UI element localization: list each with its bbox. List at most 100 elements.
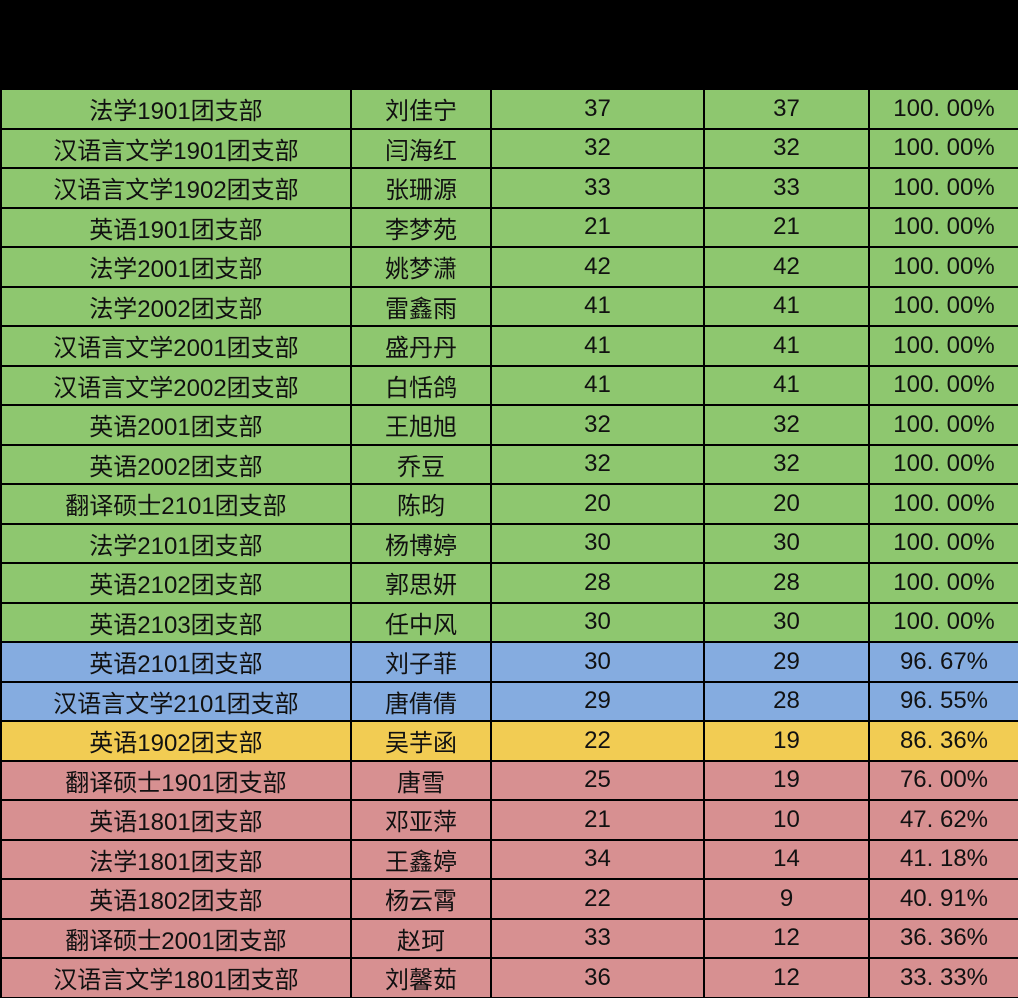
rate-cell[interactable]: 100. 00% [868,404,1018,446]
branch-cell[interactable]: 翻译硕士1901团支部 [0,759,352,801]
total-count-cell[interactable]: 22 [490,878,705,920]
total-count-cell[interactable]: 20 [490,483,705,525]
total-count-cell[interactable]: 33 [490,167,705,209]
completed-count-cell[interactable]: 41 [703,285,870,327]
completed-count-cell[interactable]: 21 [703,206,870,248]
total-count-cell[interactable]: 30 [490,601,705,643]
total-count-cell[interactable]: 21 [490,799,705,841]
branch-cell[interactable]: 英语2101团支部 [0,641,352,683]
branch-cell[interactable]: 英语2102团支部 [0,562,352,604]
name-cell[interactable]: 刘佳宁 [350,88,492,130]
total-count-cell[interactable]: 33 [490,917,705,959]
completed-count-cell[interactable]: 32 [703,127,870,169]
name-cell[interactable]: 雷鑫雨 [350,285,492,327]
total-count-cell[interactable]: 36 [490,957,705,998]
name-cell[interactable]: 李梦苑 [350,206,492,248]
name-cell[interactable]: 王鑫婷 [350,838,492,880]
rate-cell[interactable]: 100. 00% [868,167,1018,209]
name-cell[interactable]: 盛丹丹 [350,325,492,367]
completed-count-cell[interactable]: 41 [703,364,870,406]
name-cell[interactable]: 姚梦潇 [350,246,492,288]
branch-cell[interactable]: 英语1801团支部 [0,799,352,841]
name-cell[interactable]: 吴芋函 [350,720,492,762]
completed-count-cell[interactable]: 20 [703,483,870,525]
branch-cell[interactable]: 法学2001团支部 [0,246,352,288]
total-count-cell[interactable]: 28 [490,562,705,604]
branch-cell[interactable]: 法学1901团支部 [0,88,352,130]
rate-cell[interactable]: 100. 00% [868,285,1018,327]
rate-cell[interactable]: 41. 18% [868,838,1018,880]
completed-count-cell[interactable]: 30 [703,601,870,643]
rate-cell[interactable]: 100. 00% [868,522,1018,564]
rate-cell[interactable]: 33. 33% [868,957,1018,998]
name-cell[interactable]: 陈昀 [350,483,492,525]
total-count-cell[interactable]: 37 [490,88,705,130]
completed-count-cell[interactable]: 10 [703,799,870,841]
rate-cell[interactable]: 100. 00% [868,88,1018,130]
completed-count-cell[interactable]: 28 [703,680,870,722]
completed-count-cell[interactable]: 19 [703,759,870,801]
name-cell[interactable]: 杨云霄 [350,878,492,920]
name-cell[interactable]: 白恬鸽 [350,364,492,406]
completed-count-cell[interactable]: 42 [703,246,870,288]
name-cell[interactable]: 唐倩倩 [350,680,492,722]
branch-cell[interactable]: 汉语言文学1902团支部 [0,167,352,209]
total-count-cell[interactable]: 41 [490,285,705,327]
branch-cell[interactable]: 法学2101团支部 [0,522,352,564]
total-count-cell[interactable]: 25 [490,759,705,801]
total-count-cell[interactable]: 30 [490,641,705,683]
branch-cell[interactable]: 汉语言文学2001团支部 [0,325,352,367]
total-count-cell[interactable]: 32 [490,443,705,485]
completed-count-cell[interactable]: 9 [703,878,870,920]
name-cell[interactable]: 郭思妍 [350,562,492,604]
name-cell[interactable]: 张珊源 [350,167,492,209]
name-cell[interactable]: 唐雪 [350,759,492,801]
branch-cell[interactable]: 英语2001团支部 [0,404,352,446]
completed-count-cell[interactable]: 33 [703,167,870,209]
total-count-cell[interactable]: 22 [490,720,705,762]
completed-count-cell[interactable]: 32 [703,404,870,446]
total-count-cell[interactable]: 30 [490,522,705,564]
rate-cell[interactable]: 100. 00% [868,246,1018,288]
completed-count-cell[interactable]: 12 [703,917,870,959]
completed-count-cell[interactable]: 41 [703,325,870,367]
branch-cell[interactable]: 法学2002团支部 [0,285,352,327]
branch-cell[interactable]: 汉语言文学2101团支部 [0,680,352,722]
branch-cell[interactable]: 英语1802团支部 [0,878,352,920]
branch-cell[interactable]: 汉语言文学1901团支部 [0,127,352,169]
rate-cell[interactable]: 36. 36% [868,917,1018,959]
rate-cell[interactable]: 100. 00% [868,483,1018,525]
name-cell[interactable]: 闫海红 [350,127,492,169]
total-count-cell[interactable]: 32 [490,404,705,446]
completed-count-cell[interactable]: 28 [703,562,870,604]
rate-cell[interactable]: 96. 67% [868,641,1018,683]
rate-cell[interactable]: 100. 00% [868,325,1018,367]
rate-cell[interactable]: 100. 00% [868,127,1018,169]
branch-cell[interactable]: 汉语言文学1801团支部 [0,957,352,998]
total-count-cell[interactable]: 21 [490,206,705,248]
rate-cell[interactable]: 76. 00% [868,759,1018,801]
completed-count-cell[interactable]: 32 [703,443,870,485]
completed-count-cell[interactable]: 12 [703,957,870,998]
rate-cell[interactable]: 100. 00% [868,562,1018,604]
name-cell[interactable]: 邓亚萍 [350,799,492,841]
rate-cell[interactable]: 96. 55% [868,680,1018,722]
total-count-cell[interactable]: 41 [490,364,705,406]
rate-cell[interactable]: 47. 62% [868,799,1018,841]
completed-count-cell[interactable]: 30 [703,522,870,564]
branch-cell[interactable]: 法学1801团支部 [0,838,352,880]
name-cell[interactable]: 刘子菲 [350,641,492,683]
branch-cell[interactable]: 翻译硕士2001团支部 [0,917,352,959]
rate-cell[interactable]: 86. 36% [868,720,1018,762]
rate-cell[interactable]: 100. 00% [868,206,1018,248]
total-count-cell[interactable]: 32 [490,127,705,169]
completed-count-cell[interactable]: 14 [703,838,870,880]
name-cell[interactable]: 赵珂 [350,917,492,959]
completed-count-cell[interactable]: 19 [703,720,870,762]
branch-cell[interactable]: 英语2002团支部 [0,443,352,485]
name-cell[interactable]: 王旭旭 [350,404,492,446]
total-count-cell[interactable]: 34 [490,838,705,880]
rate-cell[interactable]: 40. 91% [868,878,1018,920]
branch-cell[interactable]: 翻译硕士2101团支部 [0,483,352,525]
name-cell[interactable]: 刘馨茹 [350,957,492,998]
